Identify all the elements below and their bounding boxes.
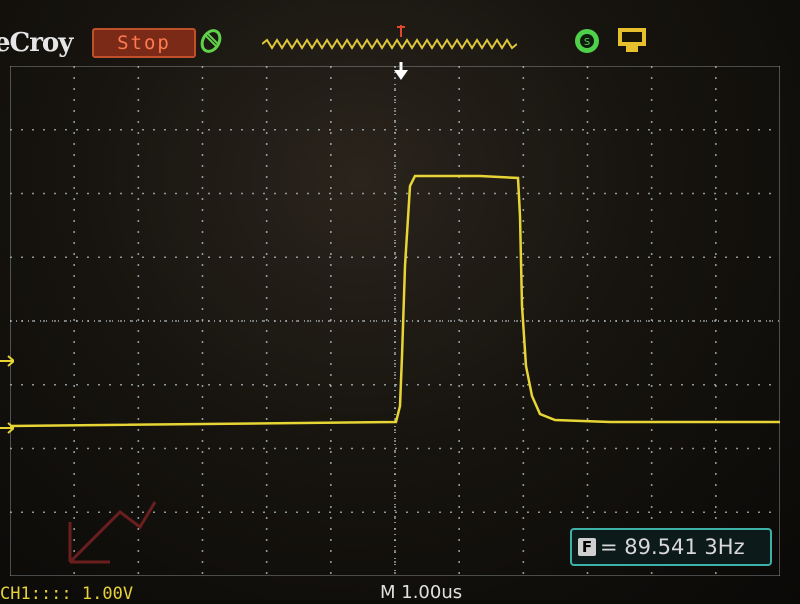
trigger-time-marker-icon bbox=[392, 62, 410, 86]
channel-1-trace bbox=[10, 174, 780, 428]
trigger-level-marker-icon bbox=[0, 352, 16, 371]
trigger-status-icon bbox=[196, 26, 226, 56]
frequency-readout[interactable]: F = 89.541 3Hz bbox=[570, 528, 772, 566]
usb-storage-icon bbox=[614, 26, 650, 56]
frequency-value: = 89.541 3Hz bbox=[600, 535, 745, 559]
timebase-window-icon bbox=[261, 36, 518, 50]
svg-text:S: S bbox=[584, 37, 590, 48]
channel-1-ground-marker-icon bbox=[0, 419, 16, 438]
channel-1-scale[interactable]: CH1:::: 1.00V bbox=[0, 584, 134, 604]
trigger-position-icon bbox=[396, 22, 406, 41]
timebase-scale[interactable]: M 1.00us bbox=[380, 582, 463, 603]
reflection-arrow-icon bbox=[60, 482, 160, 572]
coupling-mode-icon: S bbox=[570, 24, 604, 58]
brand-logo: eCroy bbox=[0, 28, 73, 58]
status-bar: eCroy Stop S bbox=[0, 20, 800, 62]
run-stop-badge[interactable]: Stop bbox=[92, 28, 196, 58]
frequency-label: F bbox=[578, 538, 596, 556]
waveform-display bbox=[10, 66, 780, 576]
graticule-grid bbox=[10, 66, 780, 576]
